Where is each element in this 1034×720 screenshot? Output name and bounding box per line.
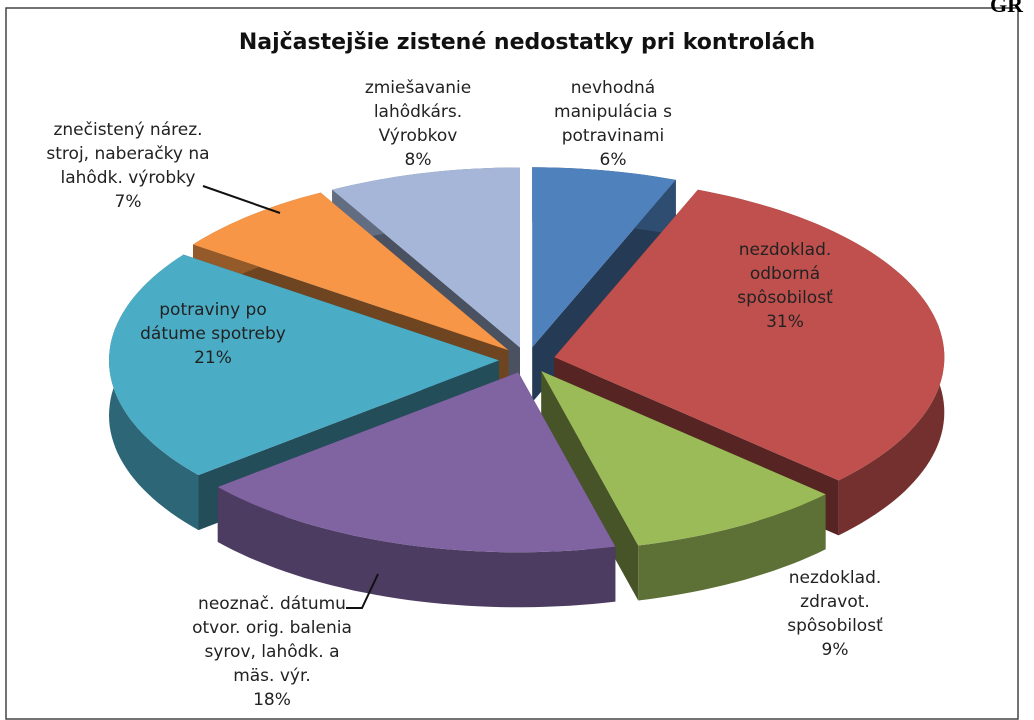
slice-label: znečistený nárez. stroj, naberačky na la… xyxy=(46,118,209,214)
category-label: nezdoklad. zdravot. spôsobilosť xyxy=(787,568,883,636)
slice-side xyxy=(541,371,639,601)
category-label: znečistený nárez. stroj, naberačky na la… xyxy=(46,120,210,188)
slice xyxy=(193,192,509,351)
slice xyxy=(532,167,676,348)
slice xyxy=(332,167,520,348)
chart-title: Najčastejšie zistené nedostatky pri kont… xyxy=(238,30,816,55)
value-label: 9% xyxy=(821,640,849,660)
category-label: neoznač. dátumu otvor. orig. balenia syr… xyxy=(192,594,352,686)
corner-text: GR xyxy=(990,0,1023,17)
slice-label: neoznač. dátumu otvor. orig. balenia syr… xyxy=(192,592,352,712)
slice-wall xyxy=(217,487,616,608)
slice xyxy=(217,372,616,553)
value-label: 21% xyxy=(194,348,232,368)
slice-label: nevhodná manipulácia s potravinami 6% xyxy=(554,76,672,172)
slice xyxy=(554,189,945,481)
slice-label: potraviny po dátume spotreby 21% xyxy=(140,298,286,370)
category-label: zmiešavanie lahôdkárs. Výrobkov xyxy=(364,78,472,146)
slice xyxy=(109,254,499,476)
value-label: 8% xyxy=(404,150,432,170)
slice-wall xyxy=(638,494,826,601)
value-label: 31% xyxy=(766,312,804,332)
slice-label: zmiešavanie lahôdkárs. Výrobkov 8% xyxy=(365,76,471,172)
slice-label: nezdoklad. zdravot. spôsobilosť 9% xyxy=(787,566,882,662)
category-label: potraviny po dátume spotreby xyxy=(140,300,286,344)
leader-line xyxy=(346,573,379,609)
value-label: 7% xyxy=(114,192,142,212)
slice-label: nezdoklad. odborná spôsobilosť 31% xyxy=(737,238,832,334)
slice xyxy=(541,371,826,546)
value-label: 18% xyxy=(253,690,291,710)
pie xyxy=(109,167,945,608)
value-label: 6% xyxy=(599,150,627,170)
category-label: nezdoklad. odborná spôsobilosť xyxy=(737,240,833,308)
leader-line xyxy=(202,185,281,214)
category-label: nevhodná manipulácia s potravinami xyxy=(554,78,672,146)
chart-frame xyxy=(5,7,1019,720)
